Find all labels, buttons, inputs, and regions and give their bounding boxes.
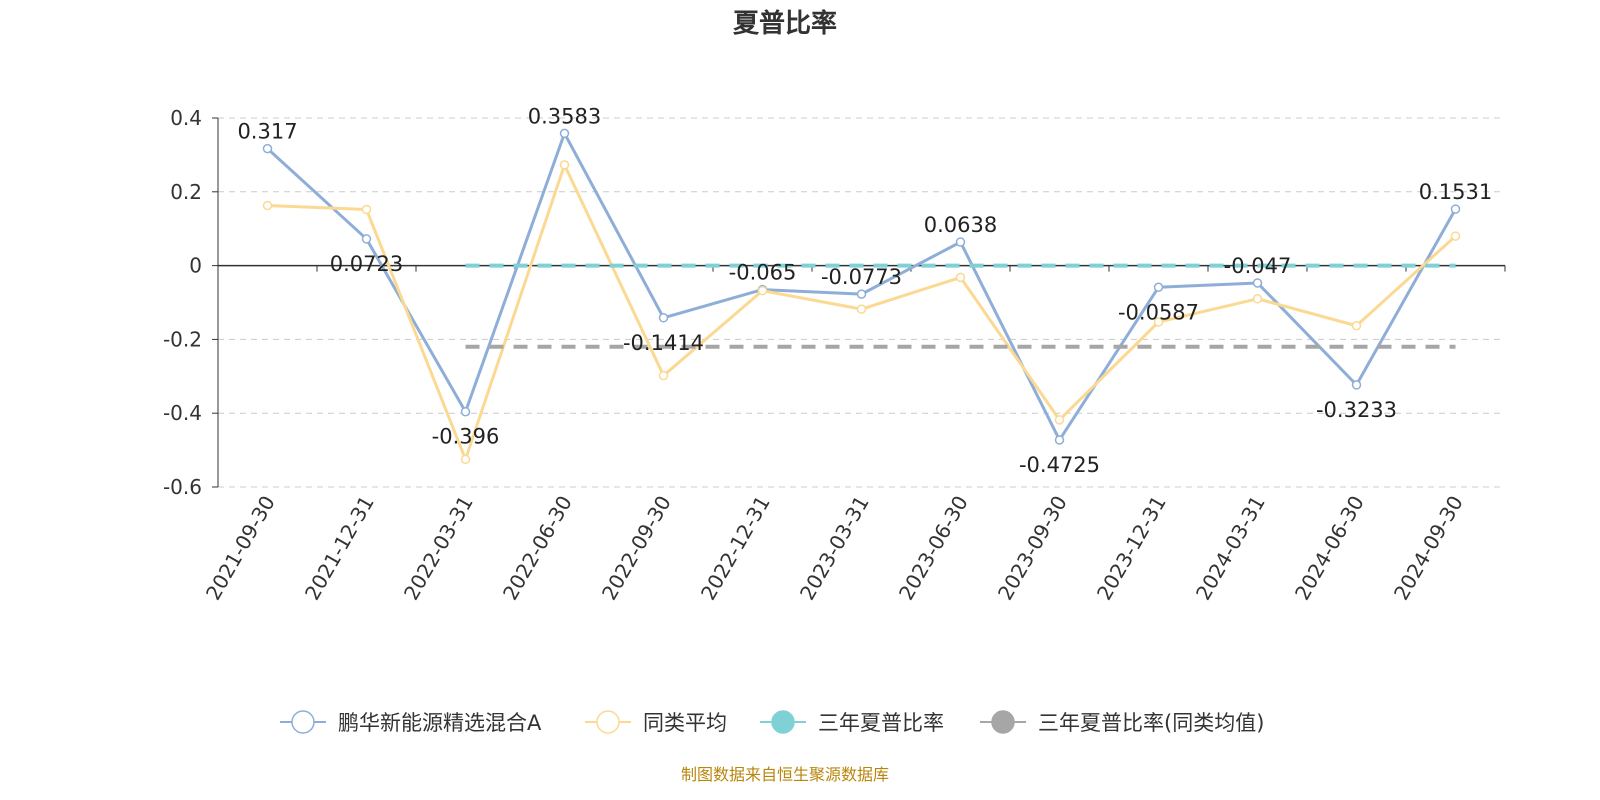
legend: 鹏华新能源精选混合A 同类平均 三年夏普比率 三年夏普比率(同类均值) (280, 710, 1264, 735)
series-point-0 (658, 313, 669, 323)
series-point-1 (757, 285, 768, 296)
series-layer (262, 128, 1461, 465)
legend-marker-3 (991, 710, 1015, 734)
y-tick-label: -0.4 (163, 401, 202, 425)
x-tick-label: 2021-12-31 (300, 492, 379, 605)
data-label: -0.047 (1224, 254, 1292, 278)
series-point-1 (1054, 415, 1065, 425)
series-point-1 (460, 454, 471, 465)
series-point-0 (460, 406, 471, 417)
y-tick-label: 0.4 (170, 106, 202, 130)
data-label-layer: 0.317 0.0723 -0.396 0.3583 -0.1414 -0.065 -0.0… (237, 104, 1492, 477)
x-tick-label: 2023-09-30 (993, 492, 1072, 605)
x-tick-label: 2022-09-30 (597, 492, 676, 605)
data-label: 0.3583 (528, 104, 601, 128)
x-tick-label: 2021-09-30 (201, 492, 280, 605)
data-label: -0.396 (432, 425, 500, 449)
series-point-1 (658, 370, 669, 381)
series-point-0 (1153, 282, 1164, 293)
legend-label-0: 鹏华新能源精选混合A (338, 711, 542, 735)
data-label: 0.0638 (924, 213, 997, 237)
data-label: -0.0773 (821, 265, 902, 289)
x-tick-label: 2022-12-31 (696, 492, 775, 605)
series-point-1 (559, 160, 570, 170)
series-point-1 (1351, 320, 1362, 331)
x-tick-label: 2022-06-30 (498, 492, 577, 605)
series-point-1 (955, 272, 966, 283)
series-point-1 (262, 200, 273, 211)
series-point-1 (361, 204, 372, 215)
chart-title: 夏普比率 (733, 8, 837, 39)
source-note: 制图数据来自恒生聚源数据库 (681, 765, 889, 784)
data-label: 0.0723 (330, 252, 403, 276)
series-point-0 (856, 289, 867, 299)
legend-marker-1 (596, 710, 620, 734)
y-tick-label: 0 (189, 254, 202, 278)
series-point-0 (361, 234, 372, 244)
data-label: -0.4725 (1019, 453, 1100, 477)
y-tick-label: 0.2 (170, 180, 202, 204)
x-tick-label: 2022-03-31 (399, 492, 478, 605)
y-tick-label: -0.6 (163, 475, 202, 499)
series-point-1 (1450, 231, 1461, 241)
data-label: 0.1531 (1419, 180, 1492, 204)
series-point-0 (262, 143, 273, 154)
series-point-1 (1252, 294, 1263, 304)
data-label: -0.3233 (1316, 398, 1397, 422)
x-tick-label: 2024-03-31 (1191, 492, 1270, 605)
legend-label-2: 三年夏普比率 (818, 711, 944, 735)
series-point-0 (1351, 380, 1362, 390)
legend-marker-2 (771, 710, 795, 734)
data-label: -0.0587 (1118, 300, 1199, 324)
series-point-0 (955, 237, 966, 247)
series-point-1 (1153, 317, 1164, 327)
data-label: -0.065 (729, 261, 797, 285)
x-tick-label: 2023-03-31 (795, 492, 874, 605)
x-tick-label: 2024-09-30 (1389, 492, 1468, 605)
series-point-1 (856, 304, 867, 314)
grid-layer (218, 117, 1505, 488)
x-tick-label: 2024-06-30 (1290, 492, 1369, 605)
x-tick-label: 2023-06-30 (894, 492, 973, 605)
data-label: -0.1414 (623, 331, 704, 355)
legend-label-1: 同类平均 (643, 711, 727, 735)
series-point-0 (1450, 204, 1461, 214)
series-point-0 (1252, 278, 1263, 288)
series-point-0 (559, 128, 570, 139)
y-tick-label: -0.2 (163, 327, 202, 351)
series-point-0 (1054, 435, 1065, 445)
legend-marker-0 (291, 710, 315, 734)
data-label: 0.317 (237, 120, 297, 144)
x-tick-label: 2023-12-31 (1092, 492, 1171, 605)
legend-label-3: 三年夏普比率(同类均值) (1038, 711, 1264, 735)
